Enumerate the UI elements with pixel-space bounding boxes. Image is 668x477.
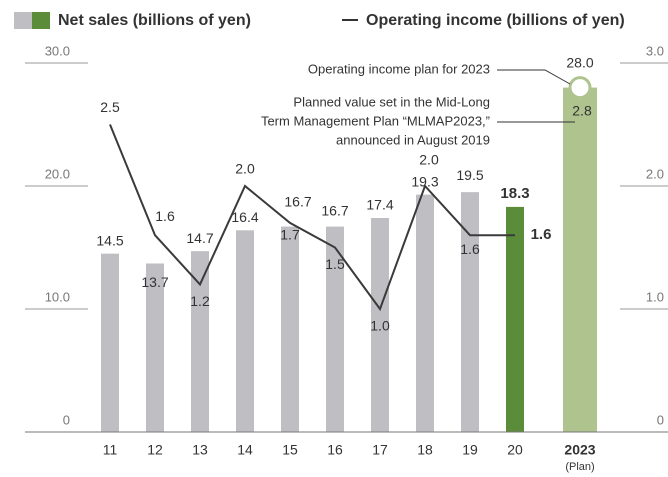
y2-tick-label: 3.0 — [646, 43, 664, 58]
line-value-label: 1.0 — [370, 318, 390, 334]
bar — [326, 226, 344, 432]
legend-swatch-gray — [14, 12, 32, 29]
bar — [146, 263, 164, 432]
line-value-label: 1.5 — [325, 256, 345, 272]
bar — [416, 194, 434, 432]
annotation-line: announced in August 2019 — [336, 132, 490, 147]
bar-value-label: 19.3 — [411, 173, 438, 189]
x-tick-label: 11 — [103, 442, 118, 458]
line-value-label: 2.5 — [100, 99, 120, 115]
x-tick-note: (Plan) — [565, 461, 594, 473]
plan-annotation: Operating income plan for 2023 — [308, 61, 490, 76]
legend-label: Operating income (billions of yen) — [366, 12, 625, 29]
line-value-label: 1.6 — [155, 208, 175, 224]
bar — [461, 192, 479, 432]
y-tick-label: 20.0 — [45, 166, 70, 181]
y2-tick-label: 1.0 — [646, 289, 664, 304]
y2-tick-label: 0 — [657, 412, 664, 427]
line-value-label: 1.2 — [190, 293, 210, 309]
bar-value-label: 16.7 — [284, 193, 311, 209]
x-tick-label: 12 — [147, 442, 163, 458]
bar-value-label: 17.4 — [366, 197, 393, 213]
line-value-label: 1.6 — [460, 241, 480, 257]
x-tick-label: 20 — [507, 442, 523, 458]
bar-value-label: 18.3 — [500, 185, 529, 202]
annotation-line: Term Management Plan “MLMAP2023,” — [261, 113, 490, 128]
leader-line — [497, 69, 571, 85]
annotation-line: Planned value set in the Mid-Long — [293, 94, 490, 109]
x-tick-label: 19 — [462, 442, 478, 458]
bar — [236, 230, 254, 432]
bar — [563, 87, 597, 432]
legend-swatch-green — [32, 12, 50, 29]
bar — [506, 206, 524, 432]
x-tick-label: 18 — [417, 442, 433, 458]
y-tick-label: 0 — [63, 412, 70, 427]
line-value-label: 2.0 — [235, 161, 255, 177]
bar-value-label: 28.0 — [566, 54, 593, 70]
x-tick-label: 15 — [282, 442, 298, 458]
legend-label: Net sales (billions of yen) — [58, 12, 251, 29]
x-tick-label: 14 — [237, 442, 253, 458]
plan-value-label: 2.8 — [572, 102, 592, 118]
bar — [101, 253, 119, 432]
line-value-label: 1.7 — [280, 227, 300, 243]
x-tick-label: 17 — [372, 442, 388, 458]
bar — [191, 251, 209, 432]
bar-value-label: 13.7 — [141, 274, 168, 290]
plan-marker — [568, 76, 592, 100]
bar — [371, 217, 389, 432]
bar-value-label: 16.4 — [231, 209, 258, 225]
bar-value-label: 14.7 — [186, 230, 213, 246]
x-tick-label: 16 — [327, 442, 343, 458]
line-value-label: 2.0 — [419, 152, 439, 168]
x-tick-label: 2023 — [564, 442, 595, 458]
bar — [281, 226, 299, 432]
bar-value-label: 14.5 — [96, 232, 123, 248]
line-value-label: 1.6 — [531, 226, 552, 243]
y2-tick-label: 2.0 — [646, 166, 664, 181]
x-tick-label: 13 — [192, 442, 208, 458]
y-tick-label: 30.0 — [45, 43, 70, 58]
line — [109, 124, 515, 312]
bar-value-label: 16.7 — [321, 202, 348, 218]
y-tick-label: 10.0 — [45, 289, 70, 304]
bar-value-label: 19.5 — [456, 167, 483, 183]
